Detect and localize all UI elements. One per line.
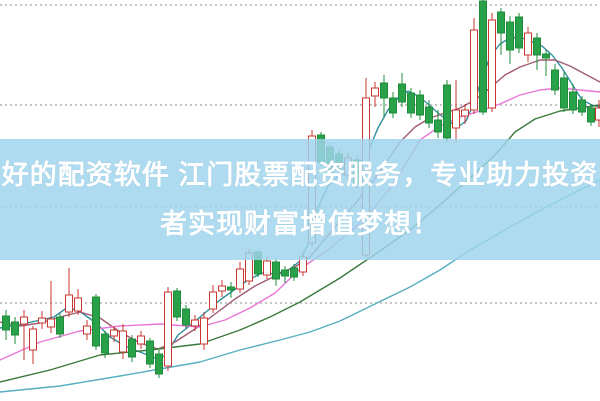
ma-slow-darkgreen (0, 104, 600, 383)
candles (2, 0, 600, 378)
ma-mid-rose (0, 59, 600, 350)
ma-lines (0, 36, 600, 393)
ma-slowest-cyan (0, 179, 600, 393)
ma-fast-teal (0, 36, 600, 359)
